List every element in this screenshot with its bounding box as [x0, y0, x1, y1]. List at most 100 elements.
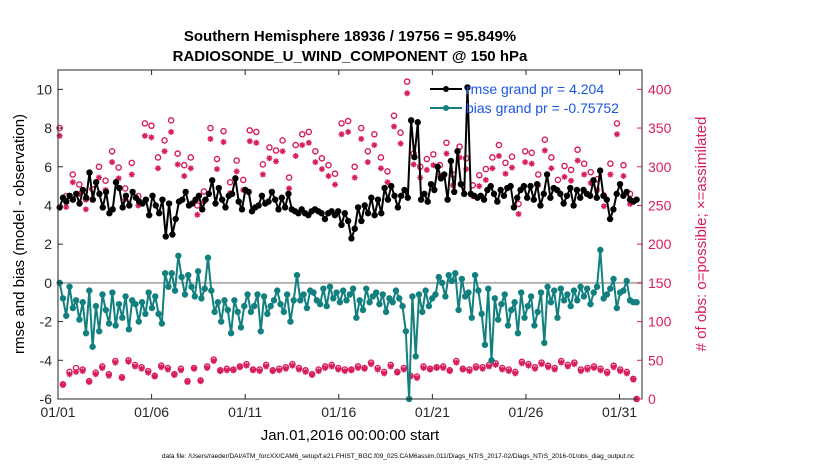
obs-assimilated-marker [525, 362, 532, 369]
bias-point [415, 291, 423, 298]
obs-assimilated-marker [220, 138, 227, 145]
obs-assimilated-marker [482, 176, 489, 183]
obs-assimilated-marker [217, 368, 224, 375]
bias-point [148, 304, 156, 312]
rmse-point [122, 192, 130, 199]
rmse-point [497, 186, 504, 194]
bias-point [534, 308, 541, 316]
obs-possible-marker [233, 157, 240, 164]
obs-possible-marker [534, 171, 542, 178]
obs-assimilated-marker [69, 179, 76, 186]
obs-assimilated-marker [233, 168, 240, 175]
rmse-point [371, 211, 378, 219]
x-tick-label: 01/16 [321, 404, 356, 420]
obs-assimilated-marker [581, 171, 588, 178]
rmse-point [235, 198, 242, 205]
bias-point [76, 316, 83, 323]
rmse-point [275, 206, 282, 213]
bias-point [290, 297, 297, 304]
bias-point [66, 283, 73, 290]
obs-possible-marker [187, 154, 195, 161]
obs-assimilated-marker [505, 368, 512, 375]
rmse-point [378, 210, 385, 217]
bias-point [72, 297, 80, 304]
obs-assimilated-marker [299, 142, 306, 149]
y-left-tick-label: -6 [40, 391, 53, 407]
bias-point [217, 318, 225, 325]
bias-point [336, 299, 344, 306]
bias-point [567, 302, 574, 310]
rmse-point [195, 192, 203, 199]
bias-point [560, 297, 568, 304]
obs-assimilated-marker [420, 365, 427, 372]
obs-assimilated-marker [476, 183, 483, 190]
obs-possible-marker [121, 185, 129, 192]
obs-assimilated-marker [243, 362, 250, 369]
rmse-point [281, 204, 289, 211]
obs-possible-marker [226, 178, 234, 186]
bias-point [521, 314, 528, 321]
obs-count-markers [56, 78, 640, 403]
bias-point [63, 312, 70, 319]
rmse-point [238, 206, 246, 213]
rmse-point [616, 180, 624, 188]
bias-point [339, 287, 347, 294]
obs-assimilated-marker [105, 372, 112, 379]
bias-point [165, 283, 172, 290]
x-axis-label: Jan.01,2016 00:00:00 start [261, 427, 440, 444]
rmse-point [514, 194, 521, 201]
obs-assimilated-marker [315, 368, 322, 375]
obs-assimilated-marker [499, 366, 506, 373]
obs-possible-marker [272, 147, 280, 154]
obs-assimilated-marker [128, 171, 135, 178]
obs-possible-marker [76, 181, 83, 188]
obs-assimilated-marker [600, 203, 607, 210]
obs-assimilated-marker [509, 164, 516, 171]
bias-point [185, 271, 192, 279]
obs-possible-marker [305, 128, 313, 136]
bias-point [435, 273, 442, 281]
obs-assimilated-marker [223, 367, 230, 374]
obs-assimilated-marker [377, 165, 384, 172]
obs-assimilated-marker [184, 378, 191, 385]
obs-possible-marker [423, 155, 431, 163]
obs-possible-marker [338, 120, 345, 127]
obs-assimilated-marker [181, 173, 188, 180]
rmse-point [271, 196, 279, 203]
obs-possible-marker [482, 165, 490, 173]
rmse-point [145, 211, 153, 219]
rmse-point [567, 184, 574, 192]
rmse-point [76, 200, 83, 207]
obs-possible-marker [174, 150, 181, 157]
rmse-point [199, 206, 206, 213]
obs-assimilated-marker [538, 361, 545, 368]
obs-assimilated-marker [564, 363, 571, 370]
bias-point [570, 287, 578, 294]
bias-point [399, 302, 406, 310]
obs-possible-marker [371, 130, 378, 138]
obs-assimilated-marker [512, 370, 519, 377]
legend-bias-label: bias grand pr = -0.75752 [466, 100, 619, 116]
rmse-point [457, 180, 465, 188]
rmse-point [394, 204, 402, 211]
obs-assimilated-marker [79, 368, 86, 375]
rmse-point [404, 194, 412, 201]
bias-point [541, 339, 548, 347]
rmse-point [510, 204, 518, 211]
bias-point [537, 289, 545, 296]
obs-possible-marker [128, 159, 136, 167]
obs-possible-marker [495, 141, 503, 149]
rmse-point [533, 180, 541, 188]
obs-assimilated-marker [289, 362, 296, 369]
bias-point [610, 275, 617, 283]
rmse-point [494, 198, 501, 205]
y-axis-right: 0 50 100 150 200 250 300 350 400 [637, 81, 672, 407]
obs-assimilated-marker [368, 361, 375, 368]
rmse-point [633, 196, 640, 203]
obs-assimilated-marker [197, 378, 204, 385]
obs-possible-marker [253, 128, 260, 136]
legend-rmse-label: rmse grand pr = 4.204 [466, 81, 604, 97]
obs-assimilated-marker [141, 132, 148, 139]
rmse-point [119, 204, 126, 211]
obs-possible-marker [521, 147, 529, 155]
